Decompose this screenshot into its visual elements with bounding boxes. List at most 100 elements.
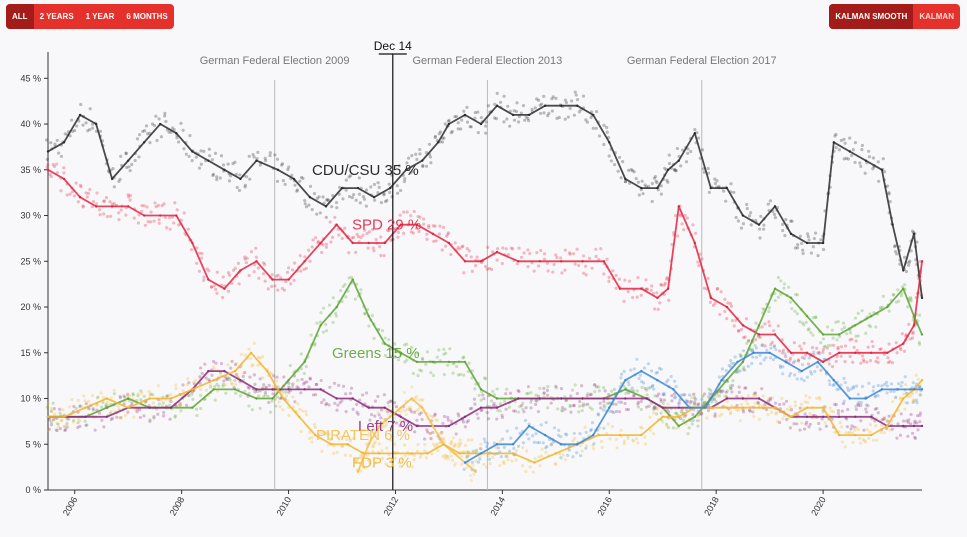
poll-dot-cdu-csu	[898, 262, 902, 266]
data-point-left	[677, 406, 680, 409]
poll-dot-fdp	[882, 416, 887, 420]
poll-dot-cdu-csu	[143, 129, 147, 133]
poll-dot-spd	[644, 278, 648, 282]
poll-dot-left	[741, 410, 746, 414]
poll-dot-fdp	[651, 432, 656, 436]
poll-dot-fdp	[453, 444, 457, 448]
range-1-year-button[interactable]: 1 YEAR	[85, 12, 115, 21]
poll-dot-afd	[693, 397, 697, 401]
poll-dot-fdp	[450, 458, 455, 463]
poll-dot-fdp	[510, 459, 514, 463]
poll-dot-left	[122, 394, 126, 398]
kalman-button[interactable]: KALMAN	[919, 12, 954, 21]
poll-dot-left	[425, 428, 429, 432]
poll-dot-fdp	[770, 410, 774, 414]
poll-dot-piraten	[402, 390, 406, 395]
poll-dot-spd	[299, 269, 303, 273]
poll-dot-greens	[602, 386, 606, 390]
poll-dot-fdp	[258, 356, 262, 360]
poll-dot-spd	[475, 255, 479, 259]
poll-dot-left	[862, 428, 866, 432]
poll-dot-cdu-csu	[299, 175, 304, 180]
poll-dot-left	[905, 419, 909, 423]
data-point-cdu-csu	[495, 104, 499, 107]
data-point-greens	[303, 360, 306, 364]
poll-dot-left	[602, 399, 606, 404]
poll-dot-fdp	[304, 409, 308, 414]
poll-dot-afd	[651, 383, 655, 388]
poll-dot-fdp	[761, 394, 765, 398]
data-point-fdp	[314, 433, 317, 437]
kalman-smooth-button[interactable]: KALMAN SMOOTH	[829, 4, 914, 29]
poll-dot-spd	[693, 231, 698, 235]
poll-dot-spd	[868, 359, 873, 363]
data-point-left	[757, 397, 761, 400]
poll-dot-spd	[663, 281, 667, 285]
range-6-months-button[interactable]: 6 MONTHS	[126, 12, 168, 21]
poll-dot-fdp	[505, 454, 510, 459]
poll-dot-greens	[142, 394, 146, 398]
poll-dot-fdp	[571, 439, 575, 443]
poll-dot-left	[798, 428, 802, 432]
poll-dot-left	[760, 387, 764, 391]
poll-dot-spd	[839, 345, 844, 349]
poll-dot-spd	[304, 266, 308, 270]
poll-dot-left	[909, 422, 913, 426]
poll-dot-fdp	[76, 398, 80, 402]
range-2-years-button[interactable]: 2 YEARS	[39, 12, 74, 21]
poll-dot-cdu-csu	[689, 149, 693, 154]
poll-dot-cdu-csu	[258, 163, 262, 167]
poll-dot-left	[880, 418, 884, 422]
poll-dot-spd	[393, 226, 397, 231]
poll-dot-afd	[612, 387, 617, 391]
poll-dot-greens	[584, 403, 588, 407]
poll-dot-cdu-csu	[275, 179, 280, 183]
poll-dot-cdu-csu	[623, 179, 628, 184]
poll-dot-fdp	[815, 396, 819, 400]
poll-dot-cdu-csu	[53, 142, 57, 146]
data-point-spd	[207, 278, 210, 281]
poll-dot-spd	[176, 223, 181, 227]
poll-dot-piraten	[416, 408, 420, 412]
poll-dot-greens	[918, 313, 922, 317]
poll-dot-greens	[275, 395, 280, 399]
data-point-spd	[805, 351, 809, 354]
data-point-left	[624, 397, 627, 400]
poll-dot-cdu-csu	[454, 114, 459, 119]
poll-dot-spd	[202, 275, 206, 279]
poll-dot-cdu-csu	[713, 181, 718, 186]
poll-dot-greens	[247, 404, 251, 408]
poll-dot-left	[706, 408, 711, 413]
poll-dot-cdu-csu	[219, 154, 224, 158]
poll-dot-greens	[868, 325, 873, 329]
poll-dot-greens	[782, 282, 787, 286]
poll-dot-cdu-csu	[449, 131, 453, 135]
data-point-left	[805, 415, 809, 419]
poll-dot-spd	[434, 239, 438, 243]
data-point-afd	[720, 379, 723, 382]
poll-dot-fdp	[185, 383, 189, 387]
poll-dot-fdp	[354, 460, 358, 464]
poll-dot-cdu-csu	[679, 164, 683, 168]
poll-dot-greens	[319, 311, 323, 315]
poll-dot-cdu-csu	[433, 134, 438, 138]
poll-dot-fdp	[371, 445, 375, 449]
poll-dot-afd	[677, 402, 681, 407]
poll-dot-left	[670, 399, 674, 403]
poll-dot-cdu-csu	[358, 201, 362, 205]
data-point-spd	[757, 333, 761, 336]
poll-dot-spd	[153, 201, 157, 205]
poll-dot-greens	[881, 294, 885, 298]
range-all-button[interactable]: ALL	[6, 4, 34, 29]
poll-dot-spd	[491, 250, 495, 254]
poll-dot-greens	[85, 423, 89, 427]
poll-dot-spd	[685, 216, 689, 220]
poll-dot-greens	[632, 389, 636, 393]
poll-dot-afd	[666, 378, 670, 382]
poll-dot-spd	[551, 270, 555, 274]
poll-dot-left	[222, 379, 226, 383]
poll-dot-cdu-csu	[341, 197, 345, 201]
data-point-afd	[832, 379, 835, 382]
poll-dot-spd	[228, 273, 232, 277]
poll-dot-greens	[652, 405, 656, 409]
